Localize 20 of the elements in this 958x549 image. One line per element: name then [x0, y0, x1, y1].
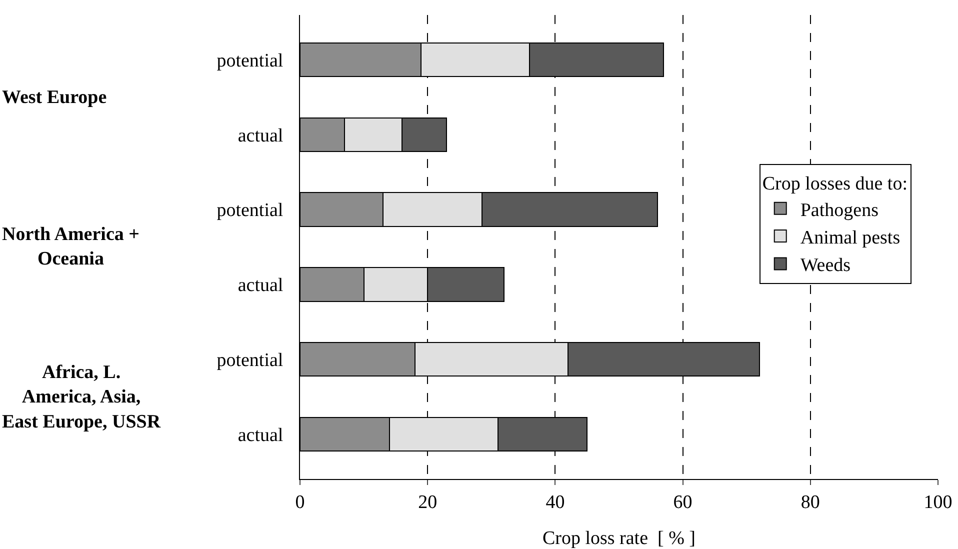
legend-label: Pathogens [800, 200, 878, 221]
text: West Europe [2, 87, 107, 108]
x-tick-label: 0 [295, 492, 305, 513]
legend-title: Crop losses due to: [762, 174, 908, 194]
x-tick-label: 100 [924, 492, 952, 513]
legend-label: Weeds [800, 255, 851, 276]
x-tick-label: 60 [673, 492, 692, 513]
x-tick-label: 80 [800, 492, 820, 513]
y-tick-label: actual [238, 125, 284, 146]
x-tick-label: 20 [418, 492, 438, 513]
y-tick-label: potential [216, 350, 284, 371]
y-tick-label: actual [238, 424, 284, 446]
y-tick-label: potential [216, 200, 284, 222]
x-tick-label: 40 [546, 492, 565, 513]
y-tick-label: actual [238, 275, 284, 296]
x-axis-title: Crop loss rate [ % ] [542, 528, 696, 549]
text: North America + Oceania [2, 224, 140, 270]
y-tick-label: potential [216, 50, 284, 72]
text: Africa, L. America, Asia, East Europe, USSR [2, 362, 161, 432]
legend-label: Animal pests [800, 227, 900, 248]
